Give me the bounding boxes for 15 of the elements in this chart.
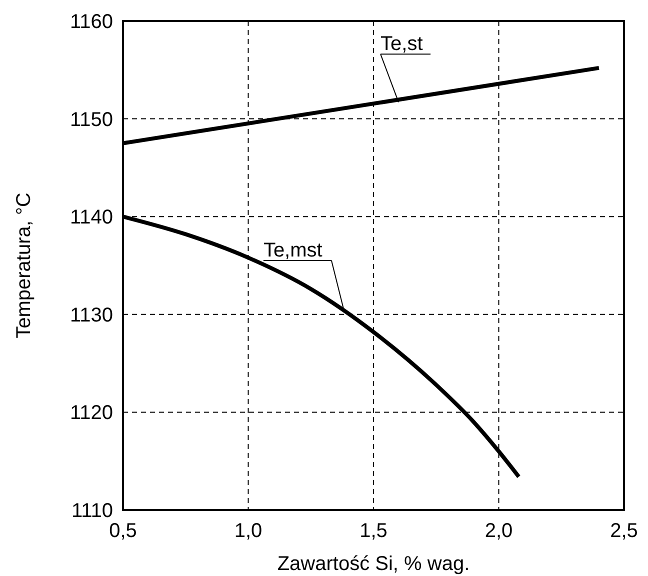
y-tick-label: 1140 — [70, 206, 113, 229]
y-tick-label: 1120 — [70, 402, 113, 424]
y-tick-label: 1110 — [71, 500, 113, 522]
x-axis-title: Zawartość Si, % wag. — [277, 553, 470, 575]
y-axis-title: Temperatura, °C — [13, 192, 35, 338]
y-tick-label: 1160 — [70, 11, 113, 33]
x-tick-label: 2,5 — [610, 520, 638, 542]
x-tick-label: 1,5 — [360, 520, 388, 542]
x-tick-label: 0,5 — [109, 520, 137, 542]
y-tick-label: 1150 — [70, 108, 113, 131]
annotation: Te,mst — [263, 240, 323, 262]
x-tick-label: 1,0 — [234, 520, 262, 542]
annotation: Te,st — [380, 33, 424, 56]
y-tick-label: 1130 — [70, 304, 113, 326]
x-tick-label: 2,0 — [484, 520, 513, 542]
